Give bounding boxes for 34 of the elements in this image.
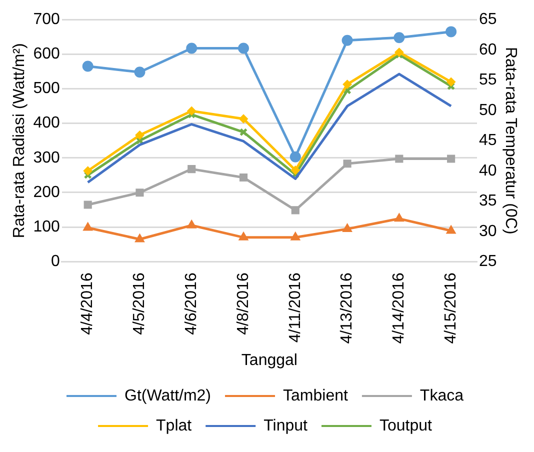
y-tick-label: 500 — [33, 80, 60, 98]
legend-label: Tinput — [264, 417, 308, 434]
x-tick-label: 4/11/2016 — [286, 272, 304, 343]
x-tick-label: 4/6/2016 — [183, 272, 200, 335]
y-tick-label: 600 — [33, 46, 60, 63]
y2-tick-label: 45 — [479, 132, 497, 150]
x-tick-label: 4/13/2016 — [338, 272, 356, 344]
y2-tick-label: 40 — [479, 162, 497, 180]
y2-tick-label: 55 — [479, 72, 497, 89]
y2-axis-title: Rata-rata Temperatur (0C) — [502, 46, 519, 234]
legend-label: Tkaca — [420, 387, 464, 404]
x-tick-label: 4/8/2016 — [234, 272, 252, 335]
x-tick-label: 4/15/2016 — [442, 272, 460, 344]
y2-tick-label: 35 — [479, 192, 497, 210]
y2-tick-label: 50 — [479, 102, 497, 119]
y2-tick-label: 30 — [479, 222, 497, 240]
y-tick-label: 0 — [50, 253, 60, 270]
y-tick-label: 700 — [33, 11, 60, 28]
y2-tick-label: 60 — [479, 41, 497, 58]
legend-label: Gt(Watt/m2) — [124, 387, 212, 404]
y-tick-label: 300 — [33, 149, 60, 166]
y2-tick-label: 65 — [479, 11, 497, 28]
y-tick-label: 100 — [33, 218, 60, 236]
y2-tick-label: 25 — [479, 253, 497, 270]
x-tick-label: 4/5/2016 — [131, 272, 148, 335]
x-tick-label: 4/4/2016 — [79, 272, 96, 335]
y-tick-label: 200 — [33, 184, 60, 201]
legend-label: Tplat — [156, 417, 192, 434]
y-tick-label: 400 — [33, 114, 60, 132]
x-tick-label: 4/14/2016 — [390, 272, 408, 344]
legend-label: Tambient — [283, 387, 348, 404]
y-axis-title: Rata-rata Radiasi (Watt/m²) — [11, 43, 28, 238]
x-axis-title: Tanggal — [241, 352, 298, 369]
legend-label: Toutput — [379, 417, 433, 434]
